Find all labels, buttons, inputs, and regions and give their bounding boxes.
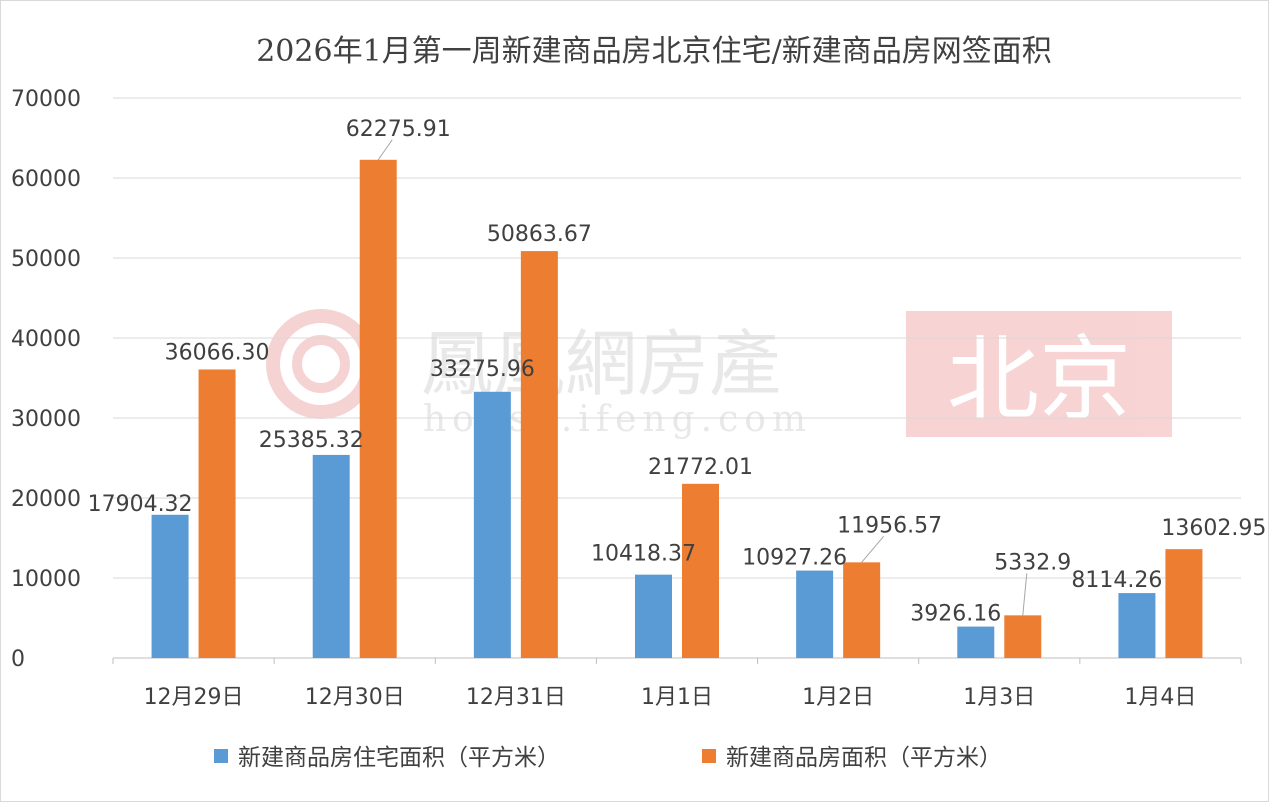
data-label: 62275.91 [346,117,451,142]
data-label: 50863.67 [487,222,592,247]
legend-swatch-residential [214,749,228,763]
x-tick-label: 1月1日 [641,685,713,710]
data-labels: 17904.32 36066.30 25385.32 62275.91 33275.96… [88,117,1267,627]
bar-residential [473,391,511,658]
legend-label-residential: 新建商品房住宅面积（平方米） [238,745,560,771]
x-tick-label: 12月31日 [466,685,566,710]
bar-total [198,369,236,658]
x-axis-ticks: 12月29日 12月30日 12月31日 1月1日 1月2日 1月3日 1月4日 [144,685,1197,710]
data-label: 13602.95 [1161,516,1266,541]
data-label: 8114.26 [1071,568,1162,593]
y-tick-label: 60000 [11,167,81,192]
watermark-city: 北京 [947,326,1131,433]
bar-total [520,251,558,658]
gridlines [112,97,1242,664]
legend-label-total: 新建商品房面积（平方米） [726,745,1002,771]
y-tick-label: 50000 [11,247,81,272]
bar-residential [796,570,834,658]
y-tick-label: 30000 [11,407,81,432]
x-tick-label: 12月30日 [305,685,405,710]
ifeng-logo-icon [266,309,376,419]
y-tick-label: 10000 [11,567,81,592]
x-tick-label: 1月4日 [1124,685,1196,710]
chart-title: 2026年1月第一周新建商品房北京住宅/新建商品房网签面积 [256,34,1052,69]
data-label: 10418.37 [591,542,696,567]
data-label: 17904.32 [88,492,193,517]
bar-residential [957,626,995,658]
y-tick-label: 70000 [11,87,81,112]
bar-residential [1118,593,1156,658]
y-tick-label: 0 [11,647,25,672]
y-tick-label: 40000 [11,327,81,352]
bar-total [682,483,719,658]
data-label: 33275.96 [430,357,535,382]
data-label: 21772.01 [648,455,753,480]
bar-residential [635,574,672,658]
data-label: 25385.32 [259,428,364,453]
data-label-leader [377,139,393,161]
legend-swatch-total [702,749,716,763]
data-label: 3926.16 [910,602,1001,627]
data-label-leader [1022,573,1028,616]
watermark-city-box [906,311,1172,437]
data-label: 11956.57 [837,513,942,538]
bars [151,159,1203,658]
y-axis-ticks: 0 10000 20000 30000 40000 50000 60000 70000 [11,87,81,672]
x-tick-label: 12月29日 [144,685,244,710]
watermark: 鳳凰網房產 house.ifeng.com 北京 [266,309,1172,440]
bar-residential [151,514,189,658]
legend: 新建商品房住宅面积（平方米） 新建商品房面积（平方米） [214,745,1002,771]
y-tick-label: 20000 [11,487,81,512]
bar-total [1165,549,1203,658]
x-tick-label: 1月3日 [963,685,1035,710]
data-label-leader [861,536,885,563]
bar-total [1004,615,1042,658]
x-tick-label: 1月2日 [802,685,874,710]
data-label: 10927.26 [742,546,847,571]
data-label: 5332.9 [994,550,1071,575]
bar-residential [312,454,350,658]
bar-total [843,562,881,658]
bar-total [359,159,397,658]
data-label: 36066.30 [165,340,270,365]
